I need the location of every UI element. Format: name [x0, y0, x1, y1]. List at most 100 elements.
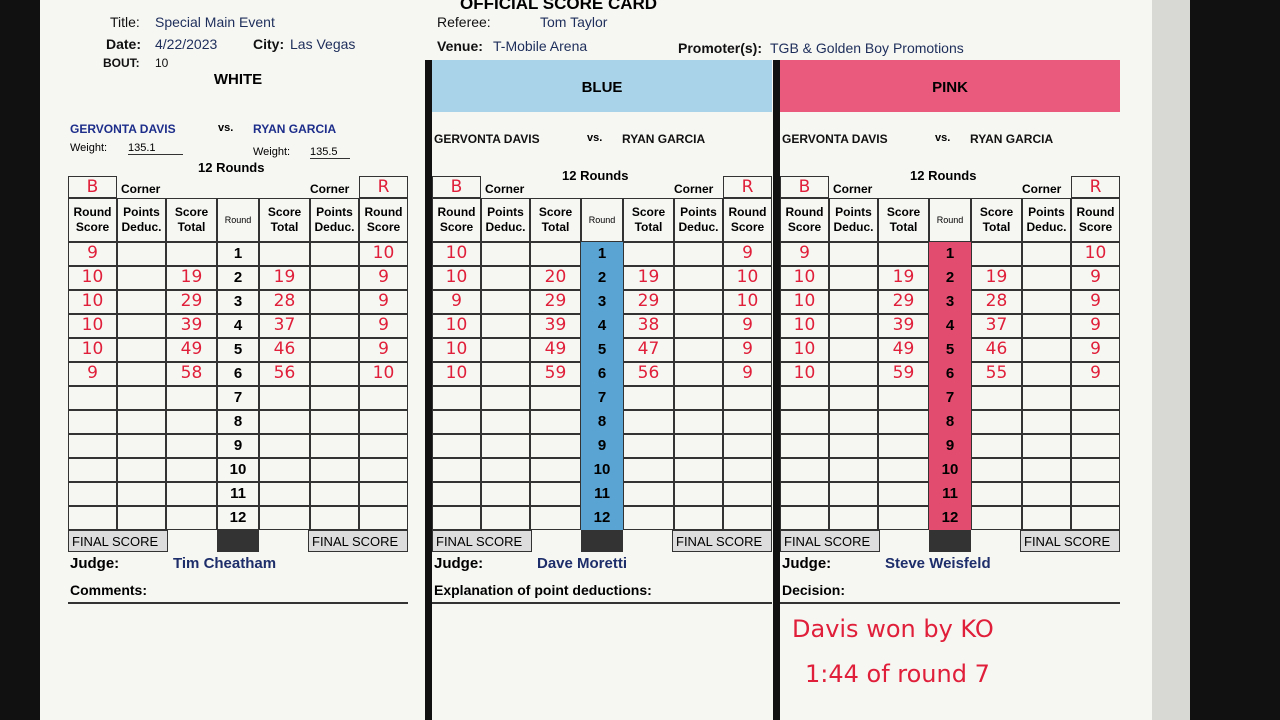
score-cell [359, 506, 408, 530]
corner-box: R [723, 176, 772, 198]
score-cell [829, 338, 878, 362]
column-header: Points Deduc. [1022, 198, 1071, 242]
score-cell [530, 290, 581, 314]
score-cell [359, 458, 408, 482]
score-cell [481, 338, 530, 362]
score-cell [971, 482, 1022, 506]
score-cell [780, 242, 829, 266]
score-cell [674, 434, 723, 458]
score-cell [780, 434, 829, 458]
score-cell [481, 290, 530, 314]
score-cell [310, 386, 359, 410]
score-cell [166, 434, 217, 458]
score-cell [878, 242, 929, 266]
column-header: Round Score [359, 198, 408, 242]
score-cell [829, 266, 878, 290]
score-cell [432, 434, 481, 458]
score-cell [481, 458, 530, 482]
score-cell [117, 482, 166, 506]
column-header: Points Deduc. [481, 198, 530, 242]
score-cell [359, 314, 408, 338]
score-cell [723, 314, 772, 338]
score-cell [971, 290, 1022, 314]
score-cell [310, 434, 359, 458]
handwritten-score: 29 [892, 291, 915, 311]
handwritten-score: 9 [87, 363, 98, 383]
score-cell [530, 362, 581, 386]
handwritten-score: 10 [81, 291, 104, 311]
score-cell [117, 434, 166, 458]
handwritten-score: 20 [544, 267, 567, 287]
score-cell [68, 314, 117, 338]
handwritten-score: 9 [742, 243, 753, 263]
column-header: Round Score [780, 198, 829, 242]
score-cell [259, 314, 310, 338]
score-cell [166, 386, 217, 410]
score-cell [68, 434, 117, 458]
vs-label: vs. [587, 132, 603, 144]
round-number: 11 [929, 482, 971, 506]
handwritten-score: 10 [445, 363, 468, 383]
score-cell [878, 482, 929, 506]
field-label: Date: [106, 36, 142, 52]
score-cell [829, 290, 878, 314]
score-cell [432, 410, 481, 434]
handwritten-score: 9 [742, 315, 753, 335]
round-number: 11 [581, 482, 623, 506]
handwritten-score: 9 [378, 291, 389, 311]
score-cell [829, 362, 878, 386]
vs-label: vs. [218, 122, 234, 134]
handwritten-score: 19 [273, 267, 296, 287]
score-cell [68, 410, 117, 434]
score-cell [166, 482, 217, 506]
score-cell [68, 242, 117, 266]
score-cell [359, 362, 408, 386]
field-label: Referee: [437, 14, 491, 30]
score-cell [971, 434, 1022, 458]
score-cell [780, 386, 829, 410]
column-header: Score Total [878, 198, 929, 242]
score-cell [259, 362, 310, 386]
score-cell [481, 362, 530, 386]
score-cell [166, 458, 217, 482]
rounds-label: 12 Rounds [562, 168, 629, 183]
score-cell [117, 386, 166, 410]
score-cell [723, 290, 772, 314]
score-cell [829, 506, 878, 530]
handwritten-score: 9 [1090, 267, 1101, 287]
corner-label: Corner [674, 182, 714, 196]
fighter-r: RYAN GARCIA [622, 132, 706, 146]
score-cell [623, 434, 674, 458]
column-header: Score Total [259, 198, 310, 242]
handwritten-score: 9 [1090, 363, 1101, 383]
score-cell [68, 362, 117, 386]
handwritten-score: 39 [544, 315, 567, 335]
score-cell [68, 290, 117, 314]
score-cell [117, 338, 166, 362]
footer-box [68, 602, 408, 720]
handwritten-score: 47 [637, 339, 660, 359]
corner-label: Corner [485, 182, 525, 196]
score-cell [723, 410, 772, 434]
score-cell [674, 458, 723, 482]
handwritten-score: 55 [985, 363, 1008, 383]
score-cell [432, 458, 481, 482]
column-header: Round [929, 198, 971, 242]
score-cell [68, 266, 117, 290]
score-cell [530, 314, 581, 338]
weight-label: Weight: [70, 142, 108, 154]
score-cell [780, 482, 829, 506]
round-number: 5 [581, 338, 623, 362]
score-cell [310, 410, 359, 434]
score-cell [878, 266, 929, 290]
score-cell [623, 314, 674, 338]
handwritten-score: 28 [985, 291, 1008, 311]
score-cell [530, 458, 581, 482]
score-cell [259, 482, 310, 506]
score-cell [723, 362, 772, 386]
score-cell [530, 386, 581, 410]
score-cell [971, 362, 1022, 386]
final-score-box [581, 530, 623, 552]
handwritten-score: 56 [637, 363, 660, 383]
